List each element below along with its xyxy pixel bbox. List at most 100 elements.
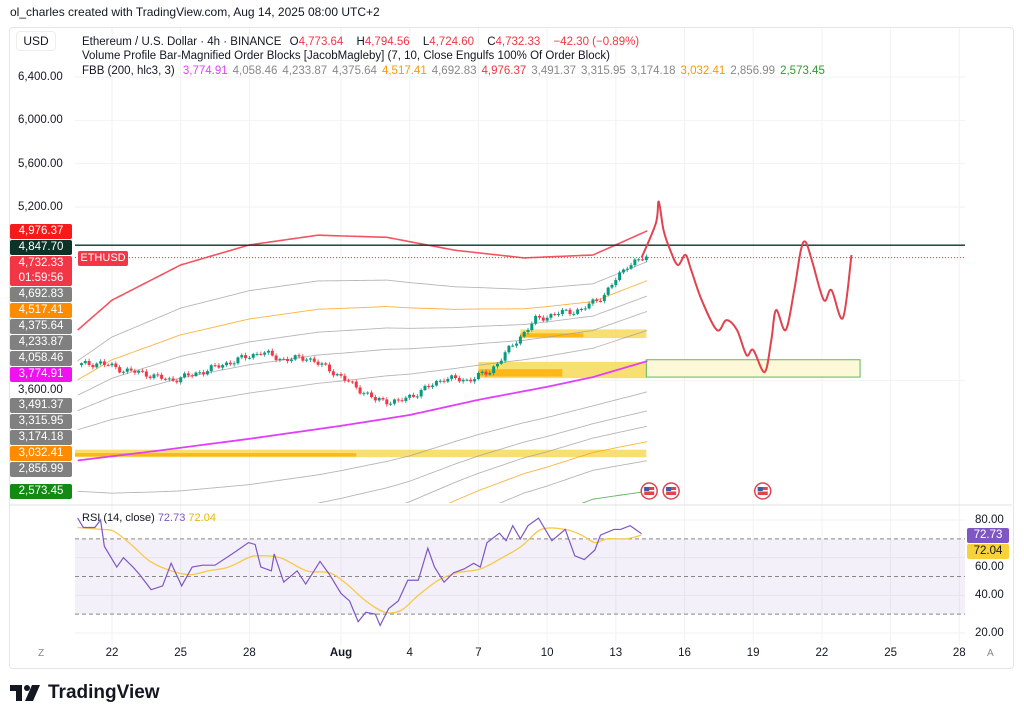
rsi-line [77, 517, 642, 627]
low-value: 4,724.60 [429, 36, 474, 48]
fbb-legend[interactable]: FBB (200, hlc3, 3) 3,774.91 4,058.46 4,233… [82, 65, 830, 77]
candle [232, 363, 236, 365]
candle [308, 358, 312, 360]
candle [415, 396, 419, 398]
candle [606, 287, 610, 295]
candle [553, 314, 557, 316]
zoom-button[interactable]: Z [38, 648, 45, 659]
candle [579, 308, 583, 310]
candle [534, 315, 538, 324]
candle [175, 380, 179, 383]
fbb-band-line [77, 280, 648, 381]
candle [266, 350, 270, 353]
price-tag: 4,976.37 [10, 223, 72, 239]
price-tag: 3,774.91 [10, 366, 72, 382]
candle [328, 364, 332, 372]
candle [312, 358, 316, 362]
currency-button[interactable]: USD [16, 31, 56, 51]
brand-name: TradingView [48, 682, 160, 703]
price-tag: 3,032.41 [10, 445, 72, 461]
auto-scale-button[interactable]: A [987, 648, 994, 659]
candle [289, 359, 293, 362]
candle [95, 363, 99, 368]
symbol-price-label: ETHUSD [78, 250, 128, 266]
price-tag-label: 3,491.37 [18, 398, 64, 411]
fbb-band-line [77, 311, 648, 412]
rsi-tick-label: 20.00 [975, 626, 1004, 639]
candle [408, 394, 412, 398]
fbb-value: 4,976.37 [481, 65, 527, 77]
candle [133, 370, 137, 373]
fbb-value: 4,375.64 [332, 65, 377, 77]
candle [495, 363, 499, 367]
price-tick-label: 5,200.00 [18, 200, 63, 213]
candle [377, 398, 381, 401]
price-tag-label: 4,847.70 [18, 240, 64, 253]
candle [595, 299, 599, 301]
candle [354, 381, 358, 388]
candle [213, 365, 217, 367]
candle [358, 387, 362, 394]
candle [99, 361, 103, 364]
candle [163, 378, 167, 380]
change-value: −42.30 (−0.89%) [553, 36, 640, 48]
candle [526, 330, 530, 332]
rsi-legend[interactable]: RSI (14, close) 72.73 72.04 [82, 512, 216, 524]
candle [263, 352, 267, 355]
bar-countdown: 01:59:56 [18, 271, 64, 284]
price-tag: 4,233.87 [10, 334, 72, 350]
candle [568, 309, 572, 315]
time-tick-label: 13 [609, 647, 623, 659]
candle [442, 380, 446, 382]
candle [641, 259, 645, 261]
candle [484, 371, 488, 375]
open-label: O [289, 36, 299, 48]
candle [118, 367, 122, 373]
candle [476, 372, 480, 380]
candle [137, 370, 141, 373]
candle [404, 397, 408, 402]
time-tick-label: 28 [952, 647, 966, 659]
candle [236, 357, 240, 364]
order-block-volume-bar [520, 333, 584, 338]
time-tick-label: 10 [540, 647, 554, 659]
order-blocks-legend[interactable]: Volume Profile Bar-Magnified Order Block… [82, 50, 610, 62]
candle [427, 385, 431, 387]
rsi-pane [75, 517, 965, 627]
candle [545, 317, 549, 321]
candle [194, 372, 198, 377]
close-label: C [487, 36, 496, 48]
candle [469, 379, 473, 382]
price-tick-label: 6,400.00 [18, 71, 63, 83]
tradingview-logo[interactable]: TradingView [10, 682, 160, 704]
time-tick-label: 22 [105, 647, 119, 659]
candle [335, 374, 339, 376]
candle [503, 352, 507, 361]
candle [389, 403, 393, 405]
candle [228, 362, 232, 365]
grid [75, 28, 965, 645]
candle [278, 358, 282, 361]
candle [450, 375, 454, 379]
candle [618, 272, 622, 281]
candle [515, 343, 519, 346]
candle [454, 375, 457, 378]
price-tag-label: 2,573.45 [18, 485, 64, 498]
candle [480, 371, 484, 373]
price-tag-label: 4,732.33 [18, 256, 64, 269]
candle [362, 393, 366, 395]
fbb-value: 2,573.45 [780, 65, 825, 77]
candle [106, 364, 110, 366]
time-tick-label: 7 [475, 647, 482, 659]
candle [305, 359, 309, 361]
price-tag: 4,847.70 [10, 239, 72, 255]
price-tag: 3,491.37 [10, 397, 72, 413]
price-tick-label: 5,600.00 [18, 157, 63, 170]
candle [255, 353, 259, 355]
candle [602, 294, 606, 302]
candle [198, 372, 202, 374]
time-tick-label: 25 [174, 647, 188, 659]
candle [83, 361, 87, 364]
candle [488, 373, 492, 375]
